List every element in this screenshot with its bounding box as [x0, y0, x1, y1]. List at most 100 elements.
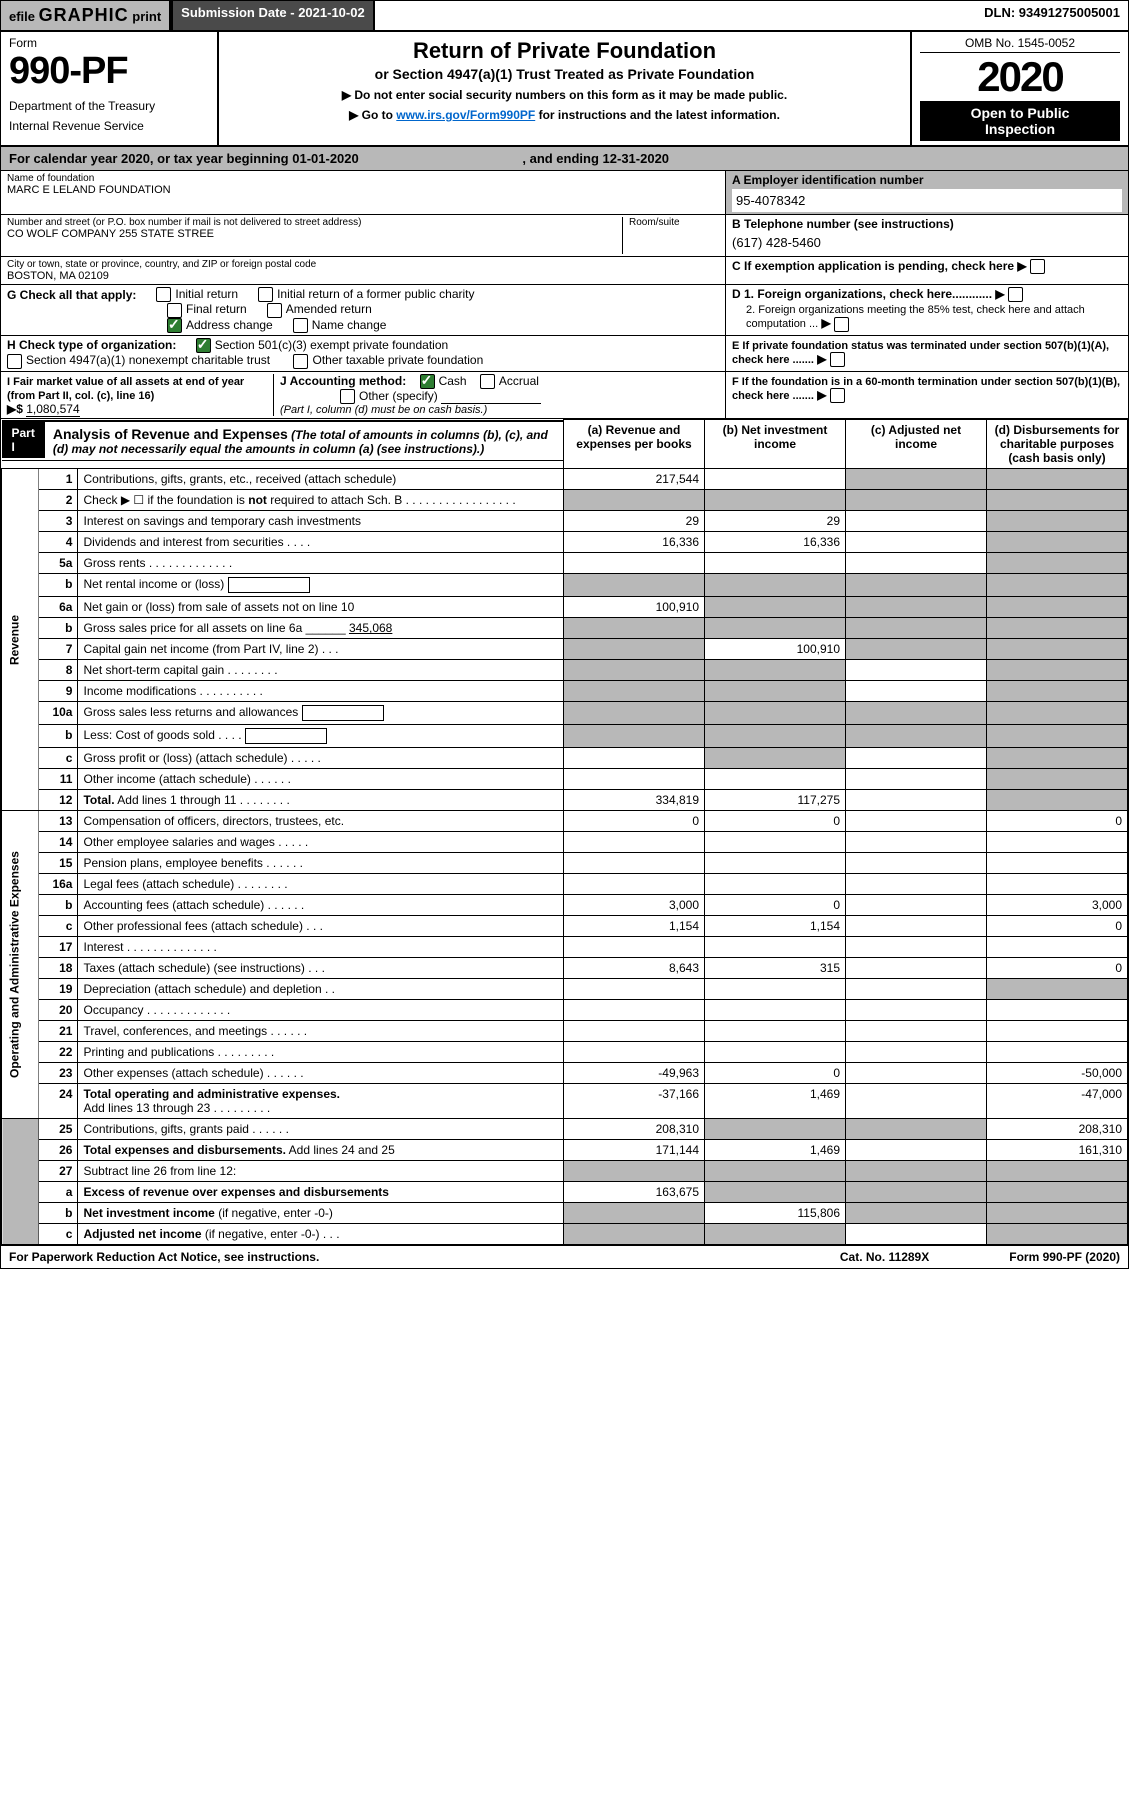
row-description: Depreciation (attach schedule) and deple… [78, 979, 564, 1000]
submission-date: Submission Date - 2021-10-02 [171, 1, 375, 30]
table-cell [564, 681, 705, 702]
table-cell [987, 853, 1128, 874]
openbox-line2: Inspection [985, 121, 1055, 137]
row-number: b [39, 618, 78, 639]
g-block: G Check all that apply: Initial return I… [1, 285, 726, 335]
table-cell [705, 469, 846, 490]
table-row: 4Dividends and interest from securities … [2, 532, 1128, 553]
table-row: 3Interest on savings and temporary cash … [2, 511, 1128, 532]
h-other-taxable-checkbox[interactable] [293, 354, 308, 369]
row-number: b [39, 1203, 78, 1224]
row-number: b [39, 574, 78, 597]
d1-label: D 1. Foreign organizations, check here..… [732, 287, 992, 301]
table-cell: 315 [705, 958, 846, 979]
j-accrual-checkbox[interactable] [480, 374, 495, 389]
dept-treasury: Department of the Treasury [9, 99, 209, 113]
c-checkbox[interactable] [1030, 259, 1045, 274]
row-description: Net investment income (if negative, ente… [78, 1203, 564, 1224]
row-description: Total operating and administrative expen… [78, 1084, 564, 1119]
table-cell [564, 639, 705, 660]
row-description: Printing and publications . . . . . . . … [78, 1042, 564, 1063]
row-number: 18 [39, 958, 78, 979]
h-4947-checkbox[interactable] [7, 354, 22, 369]
table-cell [705, 597, 846, 618]
efile-text: efile [9, 9, 35, 24]
row-number: 12 [39, 790, 78, 811]
row-number: 8 [39, 660, 78, 681]
d1-checkbox[interactable] [1008, 287, 1023, 302]
g-initial-return-checkbox[interactable] [156, 287, 171, 302]
form990pf-link[interactable]: www.irs.gov/Form990PF [396, 108, 535, 122]
phone-label: B Telephone number (see instructions) [732, 217, 1122, 231]
table-cell: -37,166 [564, 1084, 705, 1119]
table-cell [705, 769, 846, 790]
table-cell: 0 [705, 1063, 846, 1084]
row-description: Contributions, gifts, grants, etc., rece… [78, 469, 564, 490]
table-cell [846, 1182, 987, 1203]
g-amended-return-checkbox[interactable] [267, 303, 282, 318]
table-cell [846, 1119, 987, 1140]
row-number: 1 [39, 469, 78, 490]
table-cell: 16,336 [705, 532, 846, 553]
row-description: Taxes (attach schedule) (see instruction… [78, 958, 564, 979]
row-number: 5a [39, 553, 78, 574]
table-cell [987, 1000, 1128, 1021]
form-subtitle: or Section 4947(a)(1) Trust Treated as P… [231, 66, 898, 82]
row-description: Occupancy . . . . . . . . . . . . . [78, 1000, 564, 1021]
efile-badge: efile GRAPHIC print [1, 1, 171, 30]
row-number: 25 [39, 1119, 78, 1140]
table-cell [564, 1042, 705, 1063]
table-cell [564, 979, 705, 1000]
e-label: E If private foundation status was termi… [732, 340, 1109, 366]
row-description: Travel, conferences, and meetings . . . … [78, 1021, 564, 1042]
g-initial-former-checkbox[interactable] [258, 287, 273, 302]
table-row: Revenue1Contributions, gifts, grants, et… [2, 469, 1128, 490]
footer-mid: Cat. No. 11289X [840, 1250, 929, 1264]
e-checkbox[interactable] [830, 352, 845, 367]
table-cell [705, 979, 846, 1000]
revenue-side-label: Revenue [2, 469, 39, 811]
phone-value: (617) 428-5460 [732, 231, 1122, 254]
table-cell [564, 702, 705, 725]
d2-label: 2. Foreign organizations meeting the 85%… [746, 304, 1085, 330]
table-cell [705, 574, 846, 597]
table-cell [987, 553, 1128, 574]
table-cell [846, 790, 987, 811]
omb-number: OMB No. 1545-0052 [920, 36, 1120, 53]
table-cell [987, 639, 1128, 660]
f-checkbox[interactable] [830, 388, 845, 403]
g-opt-2: Address change [186, 318, 273, 332]
row-description: Compensation of officers, directors, tru… [78, 811, 564, 832]
table-cell [846, 1084, 987, 1119]
table-cell [846, 511, 987, 532]
h-501c3-checkbox[interactable] [196, 338, 211, 353]
row-description: Pension plans, employee benefits . . . .… [78, 853, 564, 874]
table-row: bAccounting fees (attach schedule) . . .… [2, 895, 1128, 916]
table-cell [564, 1203, 705, 1224]
name-ein-row: Name of foundation MARC E LELAND FOUNDAT… [1, 171, 1128, 215]
d2-checkbox[interactable] [834, 317, 849, 332]
table-cell: 0 [705, 811, 846, 832]
foundation-name-block: Name of foundation MARC E LELAND FOUNDAT… [1, 171, 726, 214]
g-address-change-checkbox[interactable] [167, 318, 182, 333]
bottom-side-label [2, 1119, 39, 1245]
part1-title: Analysis of Revenue and Expenses [53, 426, 288, 442]
h-opt-3: Other taxable private foundation [312, 353, 483, 367]
d-block: D 1. Foreign organizations, check here..… [726, 285, 1128, 335]
row-description: Capital gain net income (from Part IV, l… [78, 639, 564, 660]
c-arrow: ▶ [1017, 259, 1026, 273]
h-label: H Check type of organization: [7, 338, 176, 352]
table-cell [705, 490, 846, 511]
open-to-public-box: Open to Public Inspection [920, 101, 1120, 141]
row-number: 21 [39, 1021, 78, 1042]
j-other-checkbox[interactable] [340, 389, 355, 404]
row-description: Other employee salaries and wages . . . … [78, 832, 564, 853]
row-description: Other professional fees (attach schedule… [78, 916, 564, 937]
part1-header-row: Part I Analysis of Revenue and Expenses … [2, 420, 1128, 469]
j-cash-checkbox[interactable] [420, 374, 435, 389]
row-description: Other expenses (attach schedule) . . . .… [78, 1063, 564, 1084]
table-cell [564, 618, 705, 639]
table-cell [705, 725, 846, 748]
g-name-change-checkbox[interactable] [293, 318, 308, 333]
table-cell: -49,963 [564, 1063, 705, 1084]
